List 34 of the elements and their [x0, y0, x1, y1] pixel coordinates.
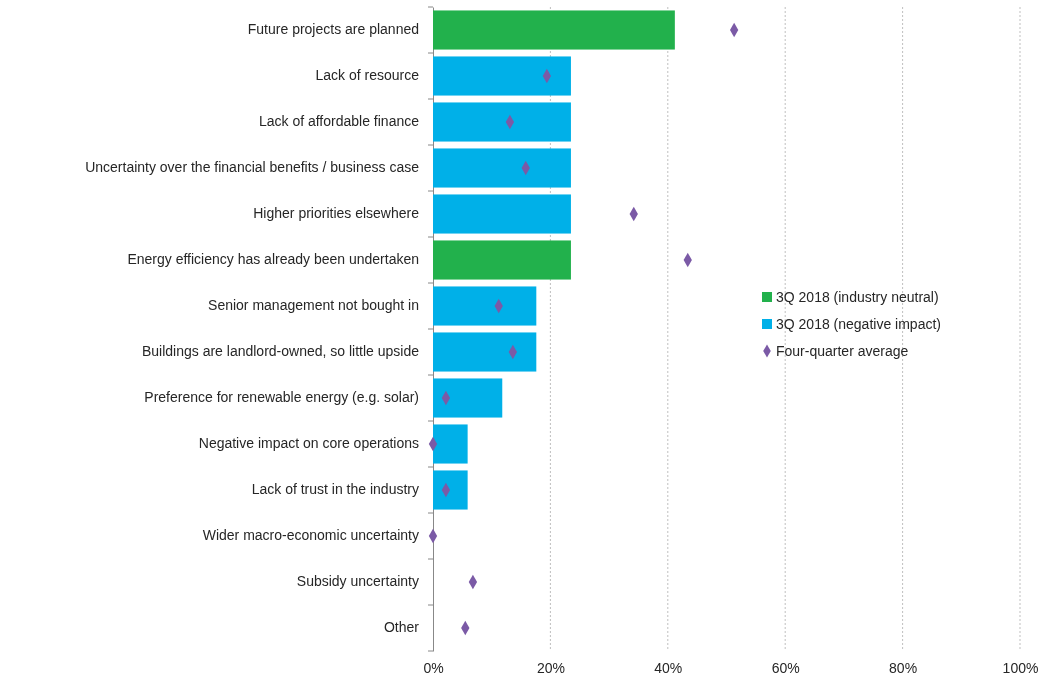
x-tick-label: 20% — [536, 659, 565, 676]
legend-label: 3Q 2018 (industry neutral) — [776, 289, 939, 305]
bar — [433, 148, 571, 188]
y-tick-label: Senior management not bought in — [208, 297, 419, 314]
y-tick-label: Uncertainty over the financial benefits / business case — [85, 159, 420, 176]
y-tick-label: Lack of trust in the industry — [251, 481, 419, 498]
y-tick-label: Energy efficiency has already been undertaken — [127, 251, 419, 268]
x-tick-label: 0% — [423, 659, 444, 676]
bar — [433, 10, 675, 50]
bar — [433, 332, 537, 372]
y-tick-label: Wider macro-economic uncertainty — [202, 527, 419, 544]
bar — [433, 470, 468, 510]
y-tick-label: Future projects are planned — [247, 21, 419, 38]
y-tick-label: Negative impact on core operations — [198, 435, 419, 452]
x-tick-label: 60% — [771, 659, 800, 676]
y-tick-label: Lack of affordable finance — [258, 113, 420, 130]
bar — [433, 240, 571, 280]
bar — [433, 194, 571, 234]
x-tick-label: 40% — [654, 659, 683, 676]
y-tick-label: Buildings are landlord-owned, so little upside — [141, 343, 420, 360]
bar — [433, 102, 571, 142]
x-tick-label: 100% — [1002, 659, 1039, 676]
legend-label: Four-quarter average — [776, 343, 909, 359]
x-tick-label: 80% — [889, 659, 918, 676]
y-tick-label: Lack of resource — [315, 67, 420, 84]
y-tick-label: Preference for renewable energy (e.g. solar) — [144, 389, 419, 406]
y-tick-label: Subsidy uncertainty — [296, 573, 419, 590]
bar — [433, 56, 571, 96]
legend-label: 3Q 2018 (negative impact) — [776, 316, 941, 332]
y-tick-label: Higher priorities elsewhere — [253, 205, 420, 222]
y-tick-label: Other — [383, 619, 420, 636]
bar — [433, 286, 537, 326]
bar — [433, 378, 503, 418]
bar — [433, 424, 468, 464]
